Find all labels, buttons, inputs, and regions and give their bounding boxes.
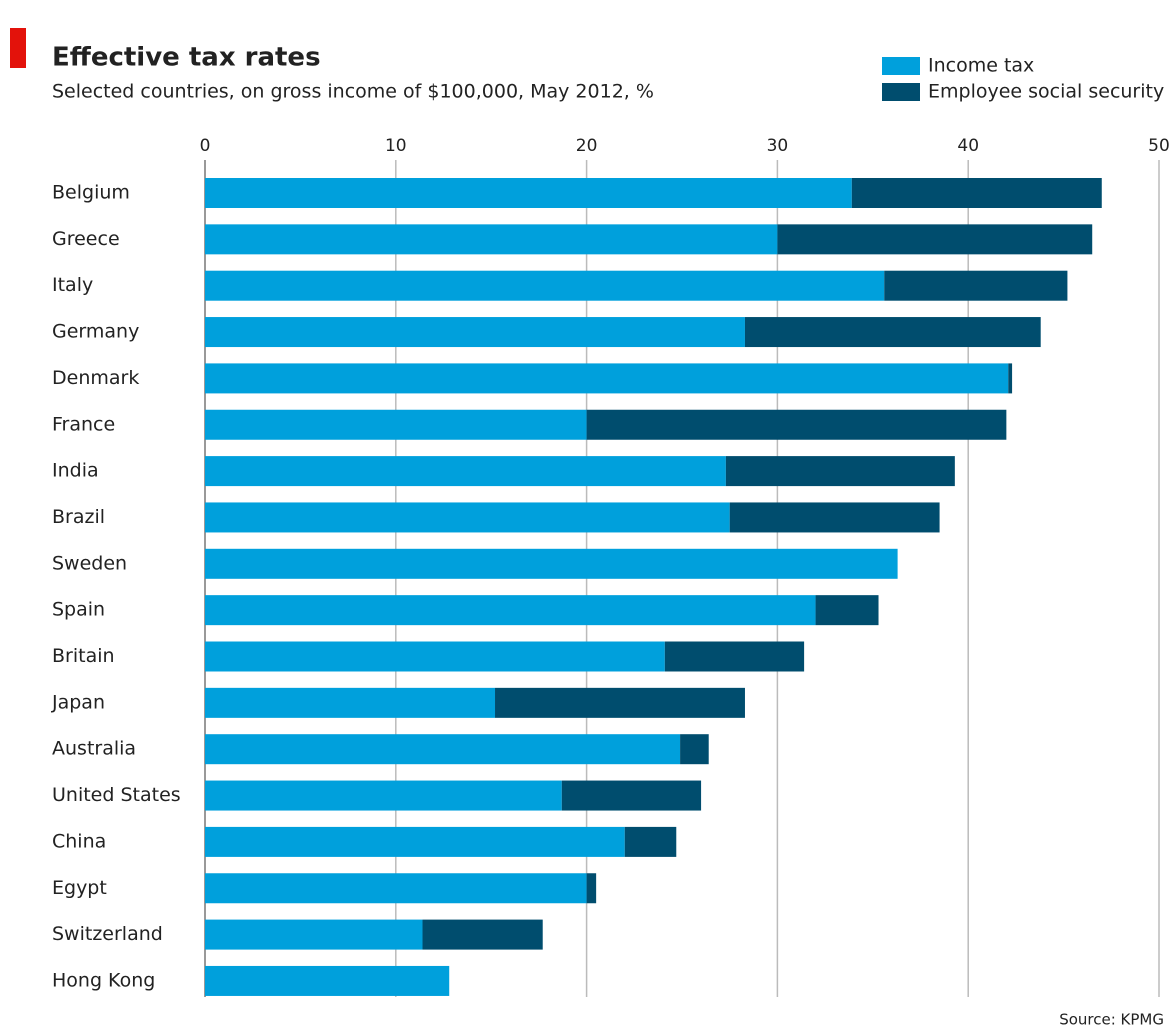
y-tick-label: Sweden [52,552,127,574]
y-tick-label: Italy [52,274,93,296]
bar [205,780,562,811]
bar [422,919,543,950]
y-tick-label: Greece [52,228,120,250]
bar [205,919,423,950]
legend-swatch [882,57,920,75]
bar [1008,363,1013,394]
y-tick-label: Germany [52,321,139,343]
x-tick-label: 10 [385,136,407,156]
y-tick-label: Hong Kong [52,969,155,991]
bar [205,409,587,440]
y-tick-label: Denmark [52,367,139,389]
chart-subtitle: Selected countries, on gross income of $… [52,81,654,103]
bar [586,409,1007,440]
bar [851,178,1102,208]
bar [495,687,745,718]
y-tick-label: Britain [52,645,115,667]
y-tick-label: United States [52,784,181,806]
bar [205,965,450,996]
bar [586,873,597,904]
legend-label: Employee social security [928,81,1164,103]
legend-label: Income tax [928,55,1034,77]
y-tick-label: Spain [52,599,105,621]
bar [664,641,805,672]
bar [561,780,702,811]
x-tick-label: 50 [1148,136,1170,156]
y-tick-label: India [52,460,99,482]
y-tick-label: China [52,830,106,852]
y-tick-label: Switzerland [52,923,163,945]
bar [205,456,726,487]
bar [624,826,677,857]
bar [205,502,730,533]
chart-title: Effective tax rates [52,43,321,73]
x-tick-label: 30 [767,136,789,156]
bar [205,734,681,765]
bar [205,826,625,857]
bar [815,595,879,626]
bar [205,873,587,904]
y-tick-label: Australia [52,738,136,760]
bar [205,317,745,348]
bar [205,641,665,672]
accent-bar [10,28,26,68]
y-tick-label: Egypt [52,877,107,899]
bar [205,178,852,208]
bar [205,687,496,718]
x-tick-label: 0 [200,136,211,156]
y-tick-label: Brazil [52,506,105,528]
bar [744,317,1041,348]
y-tick-label: Belgium [52,182,130,204]
bar [205,595,816,626]
bar [777,224,1093,255]
bar [205,224,778,255]
y-tick-label: Japan [51,691,105,713]
legend-swatch [882,83,920,101]
bar [680,734,709,765]
x-tick-label: 20 [576,136,598,156]
y-tick-label: France [52,413,115,435]
bar [205,270,885,301]
bar [205,363,1009,394]
source: Source: KPMG [1059,1011,1164,1029]
x-tick-label: 40 [957,136,979,156]
bar [205,548,898,579]
bar [725,456,955,487]
bar [884,270,1068,301]
bar [729,502,940,533]
